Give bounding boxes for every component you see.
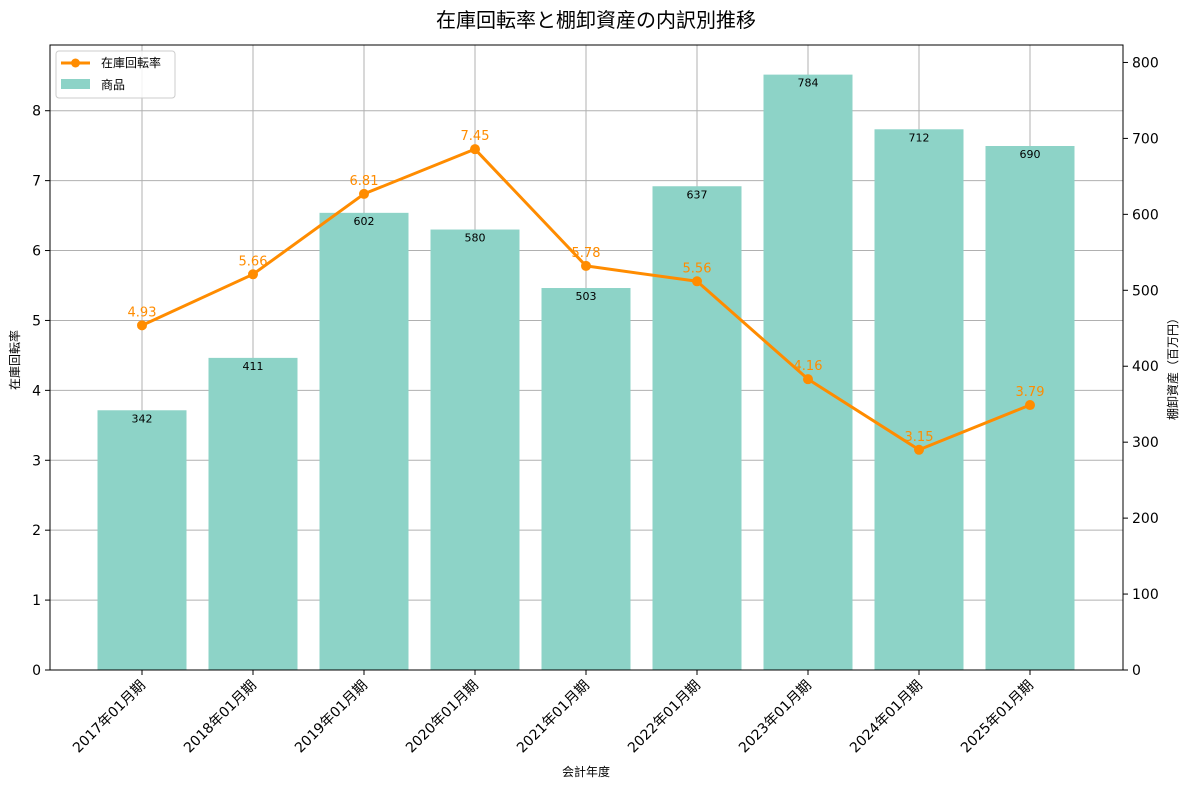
line-value-label: 5.56 xyxy=(683,261,712,276)
line-marker xyxy=(914,444,924,455)
bar-value-label: 580 xyxy=(465,232,486,245)
bar-series-goods xyxy=(97,74,1075,671)
line-value-label: 4.16 xyxy=(794,359,823,374)
line-marker xyxy=(248,269,258,280)
bar-value-label: 784 xyxy=(798,77,819,90)
left-tick-label: 4 xyxy=(32,383,41,399)
right-tick-label: 700 xyxy=(1132,131,1159,147)
x-axis-label: 会計年度 xyxy=(562,764,610,779)
bar-value-labels: 342 411 602 580 503 637 784 712 690 xyxy=(132,77,1041,426)
line-marker xyxy=(470,144,480,155)
line-value-label: 4.93 xyxy=(128,305,157,320)
line-value-label: 3.79 xyxy=(1016,385,1045,400)
line-series-turnover xyxy=(137,144,1035,455)
x-axis: 2017年01月期 2018年01月期 2019年01月期 2020年01月期 2021… xyxy=(70,670,1037,756)
right-tick-label: 600 xyxy=(1132,207,1159,223)
left-tick-label: 5 xyxy=(32,313,41,329)
line-marker xyxy=(137,320,147,331)
line-marker xyxy=(1025,400,1035,411)
right-tick-label: 500 xyxy=(1132,283,1159,299)
right-y-axis: 0 100 200 300 400 500 600 700 800 xyxy=(1123,55,1159,679)
chart-title: 在庫回転率と棚卸資産の内訳別推移 xyxy=(436,8,756,32)
bar-value-label: 637 xyxy=(687,188,708,201)
left-tick-label: 2 xyxy=(32,523,41,539)
line-value-label: 6.81 xyxy=(350,174,379,189)
left-y-axis: 0 1 2 3 4 5 6 7 8 xyxy=(32,104,50,679)
x-tick-label: 2017年01月期 xyxy=(70,678,149,757)
line-value-label: 3.15 xyxy=(905,430,934,445)
right-tick-label: 300 xyxy=(1132,435,1159,451)
left-tick-label: 1 xyxy=(32,593,41,609)
right-tick-label: 0 xyxy=(1132,663,1141,679)
bar-value-label: 690 xyxy=(1020,148,1041,161)
bar-value-label: 602 xyxy=(354,215,375,228)
bar xyxy=(97,410,187,670)
x-tick-label: 2024年01月期 xyxy=(847,678,926,757)
right-tick-label: 400 xyxy=(1132,359,1159,375)
left-tick-label: 0 xyxy=(32,663,41,679)
left-tick-label: 8 xyxy=(32,104,41,120)
bar xyxy=(208,357,298,670)
left-y-axis-label: 在庫回転率 xyxy=(7,330,22,390)
bar-value-label: 503 xyxy=(576,290,597,303)
left-tick-label: 7 xyxy=(32,174,41,190)
bar xyxy=(763,74,853,671)
bar xyxy=(319,212,409,670)
line-marker xyxy=(359,188,369,199)
right-tick-label: 100 xyxy=(1132,587,1159,603)
bar-value-label: 712 xyxy=(909,131,930,144)
bar xyxy=(652,186,742,670)
bar xyxy=(430,229,520,670)
x-tick-label: 2018年01月期 xyxy=(181,678,260,757)
legend-marker-icon xyxy=(71,58,80,68)
bar xyxy=(541,288,631,670)
right-tick-label: 200 xyxy=(1132,511,1159,527)
x-tick-label: 2023年01月期 xyxy=(736,678,815,757)
legend: 在庫回転率 商品 xyxy=(55,50,176,99)
x-tick-label: 2025年01月期 xyxy=(958,678,1037,757)
legend-label-goods: 商品 xyxy=(101,77,125,92)
x-tick-label: 2019年01月期 xyxy=(292,678,371,757)
line-value-label: 5.78 xyxy=(572,246,601,261)
line-value-label: 7.45 xyxy=(461,129,490,144)
x-tick-label: 2022年01月期 xyxy=(625,678,704,757)
line-value-label: 5.66 xyxy=(239,254,268,269)
left-tick-label: 3 xyxy=(32,453,41,469)
right-y-axis-label: 棚卸資産（百万円） xyxy=(1165,312,1180,420)
line-value-labels: 4.93 5.66 6.81 7.45 5.78 5.56 4.16 3.15 3.79 xyxy=(128,129,1045,445)
line-marker xyxy=(692,276,702,287)
bar xyxy=(874,129,964,670)
legend-label-turnover: 在庫回転率 xyxy=(101,55,161,70)
line-marker xyxy=(803,374,813,385)
x-tick-label: 2021年01月期 xyxy=(514,678,593,757)
legend-bar-swatch xyxy=(61,79,90,89)
x-tick-label: 2020年01月期 xyxy=(403,678,482,757)
line-marker xyxy=(581,260,591,271)
bar-value-label: 411 xyxy=(243,360,264,373)
right-tick-label: 800 xyxy=(1132,55,1159,71)
bar-value-label: 342 xyxy=(132,412,153,425)
left-tick-label: 6 xyxy=(32,244,41,260)
